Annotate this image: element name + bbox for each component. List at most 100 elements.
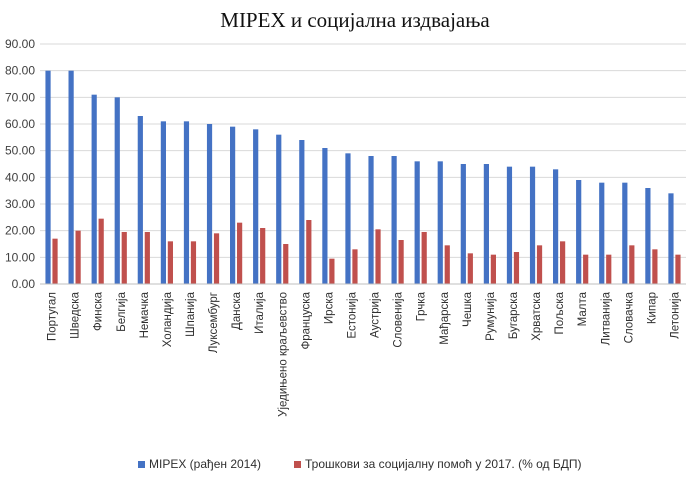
bar-mipex xyxy=(345,153,351,284)
x-tick-label: Немачка xyxy=(139,291,151,338)
y-tick-label: 40.00 xyxy=(5,170,35,184)
bar-social-spending xyxy=(352,249,358,284)
x-tick-label: Луксембург xyxy=(208,292,220,353)
bar-mipex xyxy=(460,164,466,284)
bar-mipex xyxy=(299,140,305,284)
bar-mipex xyxy=(114,97,120,284)
bar-social-spending xyxy=(306,220,312,284)
bar-mipex xyxy=(91,94,97,285)
bar-social-spending xyxy=(513,252,520,284)
x-tick-label: Италија xyxy=(254,291,266,333)
bar-mipex xyxy=(45,70,51,285)
y-tick-label: 30.00 xyxy=(5,197,35,211)
bar-mipex xyxy=(322,148,328,284)
bar-social-spending xyxy=(421,232,427,284)
y-tick-label: 70.00 xyxy=(5,90,35,104)
x-tick-label: Холандија xyxy=(162,291,174,347)
bar-mipex xyxy=(506,166,513,284)
y-tick-label: 0.00 xyxy=(12,277,36,291)
legend-label-mipex: MIPEX (рађен 2014) xyxy=(149,457,261,471)
bar-mipex xyxy=(645,188,651,284)
x-tick-label: Малта xyxy=(577,291,589,326)
bar-social-spending xyxy=(444,245,450,284)
bar-mipex xyxy=(253,129,259,284)
x-tick-label: Португал xyxy=(47,292,59,341)
bar-social-spending xyxy=(583,254,589,284)
grid-layer xyxy=(40,43,686,258)
bar-mipex xyxy=(576,180,582,284)
bar-mipex xyxy=(529,166,536,284)
legend: MIPEX (рађен 2014) Трошкови за социјалну… xyxy=(138,457,581,471)
x-tick-label: Белгија xyxy=(116,291,128,331)
bar-mipex xyxy=(622,182,628,284)
legend-swatch-social xyxy=(294,461,301,468)
bar-mipex xyxy=(230,126,236,285)
bar-mipex xyxy=(414,161,420,284)
bar-social-spending xyxy=(490,254,496,284)
x-tick-label: Мађарска xyxy=(439,291,451,344)
x-tick-label: Летонија xyxy=(669,291,681,338)
y-tick-label: 60.00 xyxy=(5,117,35,131)
x-tick-label: Грчка xyxy=(416,291,428,321)
x-tick-label: Румунија xyxy=(485,291,497,340)
x-tick-label: Француска xyxy=(300,291,312,349)
bar-mipex xyxy=(483,164,489,284)
x-tick-label: Пољска xyxy=(554,291,566,334)
bar-social-spending xyxy=(52,238,58,284)
bar-mipex xyxy=(160,121,166,284)
x-tick-label: Ирска xyxy=(323,291,335,324)
chart-title: MIPEX и социјална издвајања xyxy=(220,8,490,32)
bar-social-spending xyxy=(167,241,173,284)
y-tick-label: 50.00 xyxy=(5,144,35,158)
bar-social-spending xyxy=(606,254,612,284)
x-tick-label: Бугарска xyxy=(508,291,520,339)
bar-social-spending xyxy=(329,258,335,284)
x-tick-label: Естонија xyxy=(346,291,358,338)
x-tick-label: Данска xyxy=(231,291,243,330)
bar-social-spending xyxy=(375,229,381,284)
bar-mipex xyxy=(437,161,443,284)
bar-social-spending xyxy=(213,233,220,284)
bar-social-spending xyxy=(121,232,127,284)
bar-mipex xyxy=(68,70,74,285)
bars xyxy=(45,70,681,285)
bar-mipex xyxy=(137,116,143,284)
x-tick-label: Словенија xyxy=(393,291,405,347)
bar-social-spending xyxy=(98,218,104,284)
y-tick-label: 10.00 xyxy=(5,250,35,264)
x-tick-label: Чешка xyxy=(462,291,474,327)
bar-social-spending xyxy=(467,253,473,284)
bar-social-spending xyxy=(75,230,81,284)
bar-social-spending xyxy=(260,228,266,284)
bar-social-spending xyxy=(283,244,289,284)
bar-social-spending xyxy=(398,240,404,284)
x-axis-ticks: Португал Шведска Финска Белгија Немачка Холан… xyxy=(47,291,682,416)
bar-social-spending xyxy=(629,245,635,284)
bar-mipex xyxy=(206,124,213,284)
bar-mipex xyxy=(368,156,374,284)
bar-mipex xyxy=(276,134,282,284)
bar-social-spending xyxy=(237,222,243,284)
legend-label-social: Трошкови за социјалну помоћ у 2017. (% о… xyxy=(305,457,581,471)
bar-mipex xyxy=(668,193,674,284)
y-axis-ticks: 0.00 10.00 20.00 30.00 40.00 50.00 60.00 70.00 8… xyxy=(5,37,35,291)
bar-social-spending xyxy=(675,254,681,284)
x-tick-label: Уједињено краљевство xyxy=(277,292,289,417)
bar-social-spending xyxy=(560,241,566,284)
x-tick-label: Словачка xyxy=(623,291,635,343)
x-tick-label: Кипар xyxy=(646,292,658,324)
bar-mipex xyxy=(553,169,559,284)
x-tick-label: Аустрија xyxy=(370,291,382,338)
x-tick-label: Финска xyxy=(93,291,105,331)
y-tick-label: 90.00 xyxy=(5,37,35,51)
x-tick-label: Шпанија xyxy=(185,291,197,336)
y-tick-label: 20.00 xyxy=(5,224,35,238)
bar-social-spending xyxy=(190,241,197,284)
x-tick-label: Литванија xyxy=(600,291,612,345)
bar-mipex xyxy=(599,182,605,284)
bar-mipex xyxy=(391,156,397,284)
bar-social-spending xyxy=(144,232,150,284)
legend-swatch-mipex xyxy=(138,461,145,468)
bar-social-spending xyxy=(652,249,658,284)
